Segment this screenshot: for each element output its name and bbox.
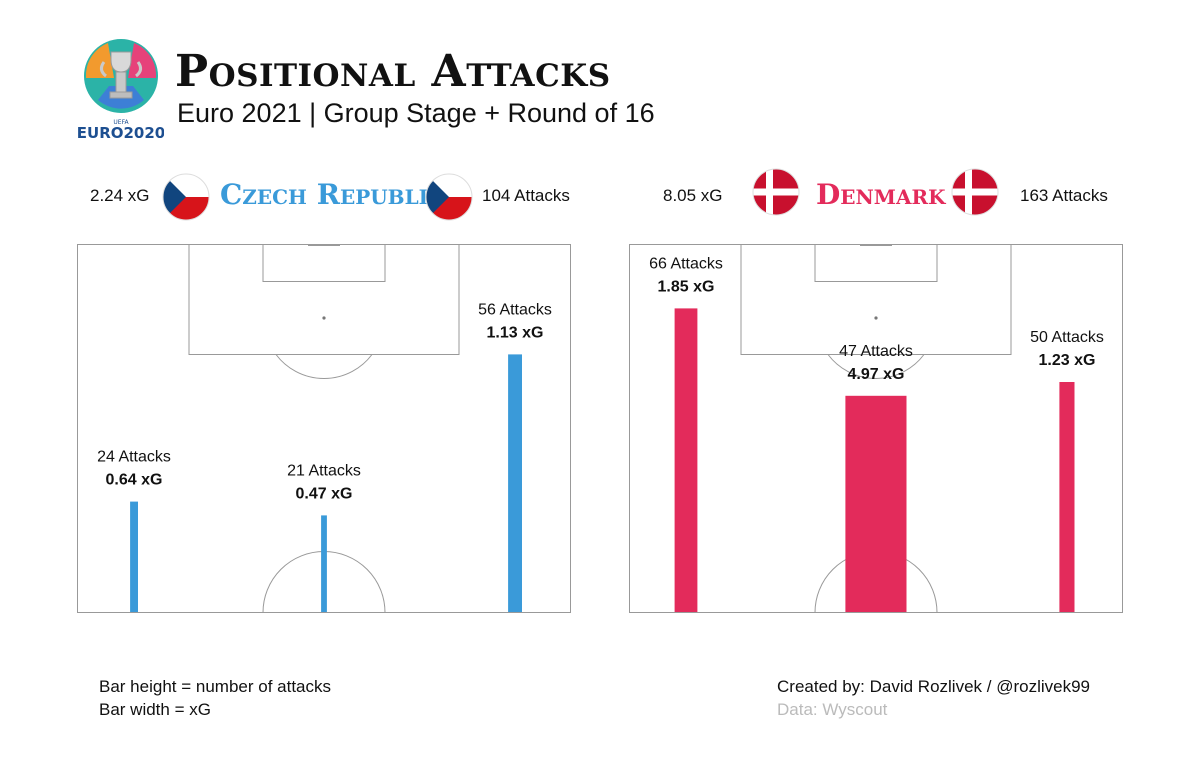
czech-republic-xg-label-right: 1.13 xG	[487, 324, 544, 341]
czech-republic-attacks-label-left: 24 Attacks	[97, 449, 171, 466]
czech-total-attacks: 104 Attacks	[482, 186, 570, 205]
denmark-attacks-label-left: 66 Attacks	[649, 255, 723, 272]
czech-republic-bar-right	[508, 354, 522, 612]
logo-text: EURO2020	[78, 124, 164, 142]
czech-total-xg: 2.24 xG	[90, 186, 150, 205]
legend-height-note: Bar height = number of attacks	[99, 677, 331, 696]
page-subtitle: Euro 2021 | Group Stage + Round of 16	[177, 98, 655, 128]
czech-republic-bar-centre	[321, 515, 327, 612]
euro2020-logo: UEFA EURO2020	[78, 39, 164, 142]
credit-text: Created by: David Rozlivek / @rozlivek99	[777, 677, 1090, 696]
denmark-flag-icon	[951, 168, 999, 216]
denmark-flag-icon	[752, 168, 800, 216]
pitch-markings	[77, 244, 571, 613]
denmark-total-attacks: 163 Attacks	[1020, 186, 1108, 205]
denmark-xg-label-right: 1.23 xG	[1039, 352, 1096, 369]
denmark-xg-label-centre: 4.97 xG	[848, 366, 905, 383]
czech-team-name: Czech Republic	[220, 178, 444, 211]
czech-republic-attacks-label-right: 56 Attacks	[478, 301, 552, 318]
source-text: Data: Wyscout	[777, 700, 888, 719]
czech-pitch-chart: 24 Attacks 0.64 xG 21 Attacks 0.47 xG 56 Att…	[77, 244, 571, 613]
denmark-team-name: Denmark	[816, 178, 946, 211]
czech-republic-xg-label-centre: 0.47 xG	[296, 485, 353, 502]
denmark-xg-label-left: 1.85 xG	[658, 278, 715, 295]
denmark-pitch-chart: 66 Attacks 1.85 xG 47 Attacks 4.97 xG 50 Att…	[629, 244, 1123, 613]
czech-republic-xg-label-left: 0.64 xG	[106, 472, 163, 489]
page-title: Positional Attacks	[175, 46, 611, 97]
denmark-attacks-label-right: 50 Attacks	[1030, 329, 1104, 346]
czech-republic-attacks-label-centre: 21 Attacks	[287, 462, 361, 479]
czech-flag-icon	[162, 173, 210, 221]
logo-subtext: UEFA	[113, 119, 129, 126]
legend-width-note: Bar width = xG	[99, 700, 211, 719]
denmark-total-xg: 8.05 xG	[663, 186, 723, 205]
pitch-markings	[629, 244, 1123, 613]
denmark-attacks-label-centre: 47 Attacks	[839, 343, 913, 360]
denmark-bar-right	[1059, 382, 1075, 612]
denmark-bar-left	[674, 308, 698, 612]
czech-republic-bar-left	[130, 501, 138, 612]
czech-flag-icon	[425, 173, 473, 221]
denmark-bar-centre	[845, 395, 907, 612]
